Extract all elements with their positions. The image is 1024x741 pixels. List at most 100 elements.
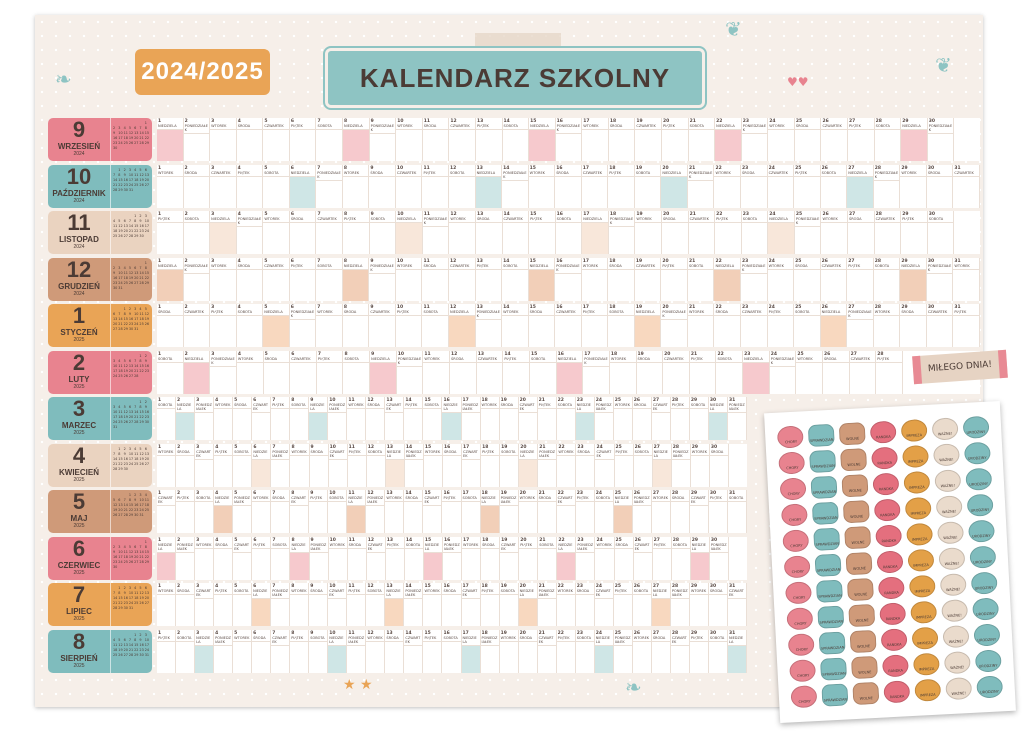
day-cell[interactable]: 5 NIEDZIELA (263, 304, 290, 347)
day-cell[interactable]: 18 ŚRODA (481, 536, 501, 580)
day-cell[interactable]: 24 NIEDZIELA (768, 211, 795, 254)
day-cell[interactable]: 17 CZWARTEK (462, 443, 482, 487)
day-cell[interactable]: 19 SOBOTA (500, 443, 520, 487)
day-cell[interactable]: 12 PONIEDZIAŁEK (366, 490, 386, 533)
day-cell[interactable]: 27 WTOREK (651, 490, 671, 533)
day-cell[interactable]: 22 PIĄTEK (715, 211, 742, 254)
day-cell[interactable]: 25 WTOREK (613, 397, 633, 440)
day-cell[interactable]: 15 NIEDZIELA (529, 118, 556, 161)
day-cell[interactable]: 15 WTOREK (423, 583, 443, 626)
sticker[interactable]: WOLNE (840, 448, 868, 472)
day-cell[interactable]: 17 NIEDZIELA (582, 211, 609, 254)
day-cell[interactable]: 26 CZWARTEK (633, 536, 653, 580)
day-cell[interactable]: 3 CZWARTEK (195, 583, 215, 626)
day-cell[interactable]: 28 ŚRODA (670, 490, 690, 533)
sticker[interactable]: RANDKA (877, 576, 905, 600)
day-cell[interactable]: 2 SOBOTA (176, 629, 196, 673)
day-cell[interactable]: 16 SOBOTA (442, 629, 462, 673)
day-cell[interactable]: 29 NIEDZIELA (690, 536, 710, 580)
day-cell[interactable]: 30 NIEDZIELA (708, 397, 728, 440)
sticker[interactable]: SPRAWDZIAN (808, 424, 836, 448)
day-cell[interactable]: 15 SOBOTA (529, 350, 557, 394)
day-cell[interactable]: 15 SOBOTA (423, 397, 443, 440)
day-cell[interactable]: 13 NIEDZIELA (385, 583, 405, 626)
day-cell[interactable]: 17 WTOREK (462, 536, 482, 580)
sticker[interactable]: URODZINY (966, 493, 994, 518)
day-cell[interactable]: 29 WTOREK (689, 583, 709, 626)
day-cell[interactable]: 20 PIĄTEK (519, 536, 539, 580)
day-cell[interactable]: 2 ŚRODA (176, 583, 196, 626)
day-cell[interactable]: 19 SOBOTA (499, 583, 519, 626)
day-cell[interactable]: 3 NIEDZIELA (195, 629, 215, 673)
day-cell[interactable]: 27 NIEDZIELA (652, 443, 672, 487)
sticker[interactable]: WAŻNE! (935, 495, 963, 519)
sticker[interactable]: IMPREZA (908, 574, 936, 598)
day-cell[interactable]: 25 ŚRODA (794, 257, 821, 301)
day-cell[interactable]: 3 CZWARTEK (210, 164, 237, 208)
day-cell[interactable]: 17 SOBOTA (461, 490, 481, 533)
sticker[interactable]: WOLNE (849, 629, 877, 653)
sticker[interactable]: WOLNE (842, 500, 871, 524)
day-cell[interactable]: 25 PIĄTEK (794, 164, 821, 208)
day-cell[interactable]: 24 PIĄTEK (767, 304, 795, 347)
day-cell[interactable]: 23 SOBOTA (575, 629, 595, 673)
sticker[interactable]: CHORY (788, 632, 816, 657)
day-cell[interactable]: 15 PIĄTEK (529, 211, 556, 254)
day-cell[interactable]: 14 WTOREK (502, 304, 529, 347)
sticker[interactable]: WAŻNE! (940, 598, 968, 623)
day-cell[interactable]: 25 SOBOTA (794, 304, 821, 347)
day-cell[interactable]: 28 WTOREK (873, 304, 901, 347)
day-cell[interactable]: 30 PIĄTEK (708, 490, 728, 533)
day-cell[interactable]: 10 WTOREK (396, 118, 423, 161)
day-cell[interactable]: 28 SOBOTA (671, 536, 691, 580)
day-cell[interactable]: 1 ŚRODA (157, 304, 184, 347)
day-cell[interactable]: 4 PIĄTEK (214, 443, 234, 487)
day-cell[interactable]: 29 ŚRODA (900, 304, 927, 347)
sticker[interactable]: SPRAWDZIAN (817, 605, 845, 629)
day-cell[interactable]: 13 ŚRODA (385, 629, 405, 673)
day-cell[interactable]: 10 PONIEDZIAŁEK (396, 350, 424, 394)
day-cell[interactable]: 7 PONIEDZIAŁEK (271, 583, 291, 626)
day-cell[interactable]: 9 SOBOTA (309, 629, 329, 673)
day-cell[interactable]: 28 CZWARTEK (670, 629, 690, 673)
day-cell[interactable]: 24 CZWARTEK (594, 583, 614, 626)
day-cell[interactable]: 7 PIĄTEK (316, 350, 344, 394)
day-cell[interactable]: 2 NIEDZIELA (176, 397, 196, 440)
day-cell[interactable]: 6 PIĄTEK (289, 257, 317, 301)
day-cell[interactable]: 9 NIEDZIELA (309, 397, 329, 440)
sticker[interactable]: SPRAWDZIAN (809, 450, 837, 474)
sticker[interactable]: SPRAWDZIAN (820, 657, 848, 681)
day-cell[interactable]: 3 NIEDZIELA (210, 211, 237, 254)
day-cell[interactable]: 4 PONIEDZIAŁEK (214, 629, 234, 673)
day-cell[interactable]: 11 PIĄTEK (422, 164, 450, 208)
day-cell[interactable]: 2 NIEDZIELA (183, 350, 211, 394)
day-cell[interactable]: 16 PIĄTEK (442, 490, 462, 533)
day-cell[interactable]: 25 PIĄTEK (614, 443, 634, 487)
day-cell[interactable]: 6 CZWARTEK (290, 350, 317, 394)
sticker[interactable]: IMPREZA (905, 522, 934, 547)
day-cell[interactable]: 29 PIĄTEK (689, 629, 709, 673)
day-cell[interactable]: 13 CZWARTEK (385, 397, 405, 440)
day-cell[interactable]: 9 ŚRODA (309, 443, 329, 487)
day-cell[interactable]: 26 CZWARTEK (820, 257, 848, 301)
day-cell[interactable]: 12 NIEDZIELA (449, 304, 476, 347)
day-cell[interactable]: 1 SOBOTA (157, 397, 177, 440)
day-cell[interactable]: 24 WTOREK (767, 257, 795, 301)
day-cell[interactable]: 17 NIEDZIELA (461, 629, 481, 673)
day-cell[interactable]: 27 PONIEDZIAŁEK (847, 304, 874, 347)
day-cell[interactable]: 15 NIEDZIELA (528, 257, 556, 301)
day-cell[interactable]: 27 NIEDZIELA (847, 164, 874, 208)
day-cell[interactable]: 12 SOBOTA (449, 164, 476, 208)
day-cell[interactable]: 22 ŚRODA (714, 304, 742, 347)
day-cell[interactable]: 18 PIĄTEK (608, 164, 635, 208)
sticker[interactable]: IMPREZA (904, 496, 932, 521)
day-cell[interactable]: 21 PONIEDZIAŁEK (687, 164, 715, 208)
sticker[interactable]: SPRAWDZIAN (818, 631, 846, 655)
day-cell[interactable]: 16 PONIEDZIAŁEK (442, 536, 462, 580)
day-cell[interactable]: 15 CZWARTEK (423, 490, 443, 533)
sticker[interactable]: RANDKA (876, 550, 904, 574)
day-cell[interactable]: 5 ŚRODA (233, 397, 253, 440)
day-cell[interactable]: 24 CZWARTEK (595, 443, 615, 487)
day-cell[interactable]: 18 WTOREK (609, 350, 637, 394)
day-cell[interactable]: 18 SOBOTA (608, 304, 635, 347)
